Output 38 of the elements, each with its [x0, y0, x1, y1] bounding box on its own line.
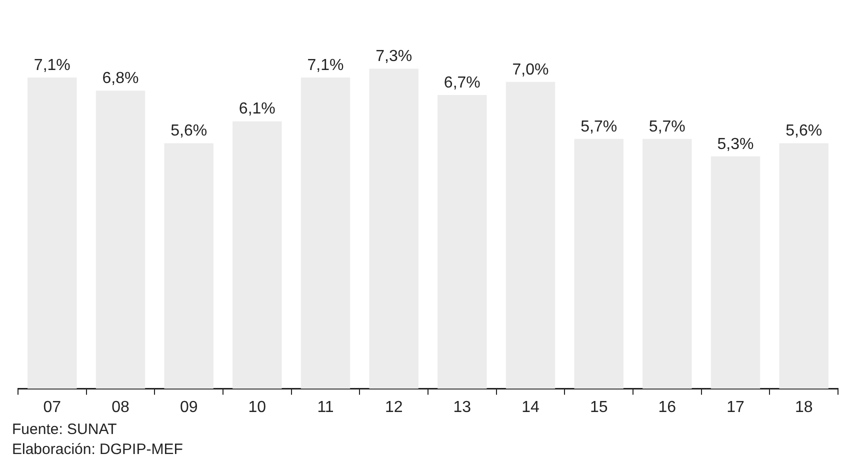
x-tick-label: 13: [453, 398, 472, 416]
x-tick-label: 16: [658, 398, 676, 416]
data-label: 5,7%: [648, 118, 686, 136]
data-label: 5,6%: [786, 122, 822, 140]
bar: [574, 138, 624, 389]
bar: [642, 138, 692, 389]
data-label: 5,3%: [717, 136, 754, 153]
bar: [779, 143, 828, 389]
bar: [300, 77, 350, 389]
text: Elaboración: DGPIP-MEF: [11, 440, 184, 460]
data-label: 7,3%: [376, 48, 412, 66]
x-tick-label: 11: [317, 398, 334, 416]
data-label: 5,6%: [170, 122, 208, 140]
data-label: 6,7%: [444, 74, 480, 92]
bar: [710, 156, 760, 389]
source-note: Fuente: SUNAT: [11, 420, 118, 440]
data-label: 7,1%: [34, 56, 70, 74]
data-label: 6,8%: [102, 70, 139, 88]
x-tick-label: 18: [794, 398, 813, 416]
bar: [28, 77, 77, 389]
bar: [232, 121, 282, 389]
x-tick-label: 14: [522, 398, 540, 416]
data-label: 7,0%: [512, 61, 549, 78]
bar: [369, 68, 418, 389]
x-tick-label: 08: [112, 398, 130, 416]
x-tick-label: 09: [180, 398, 198, 416]
bar: [96, 90, 146, 389]
bar: [506, 82, 556, 389]
x-tick-label: 10: [248, 398, 266, 416]
bar: [438, 95, 487, 389]
data-label: 6,1%: [238, 100, 276, 118]
x-tick-label: 07: [43, 398, 62, 416]
x-tick-label: 15: [590, 398, 608, 416]
bar: [164, 143, 214, 389]
x-tick-label: 17: [726, 398, 744, 416]
x-tick-label: 12: [384, 398, 403, 416]
data-label: 7,1%: [307, 56, 344, 74]
data-label: 5,7%: [580, 118, 618, 136]
